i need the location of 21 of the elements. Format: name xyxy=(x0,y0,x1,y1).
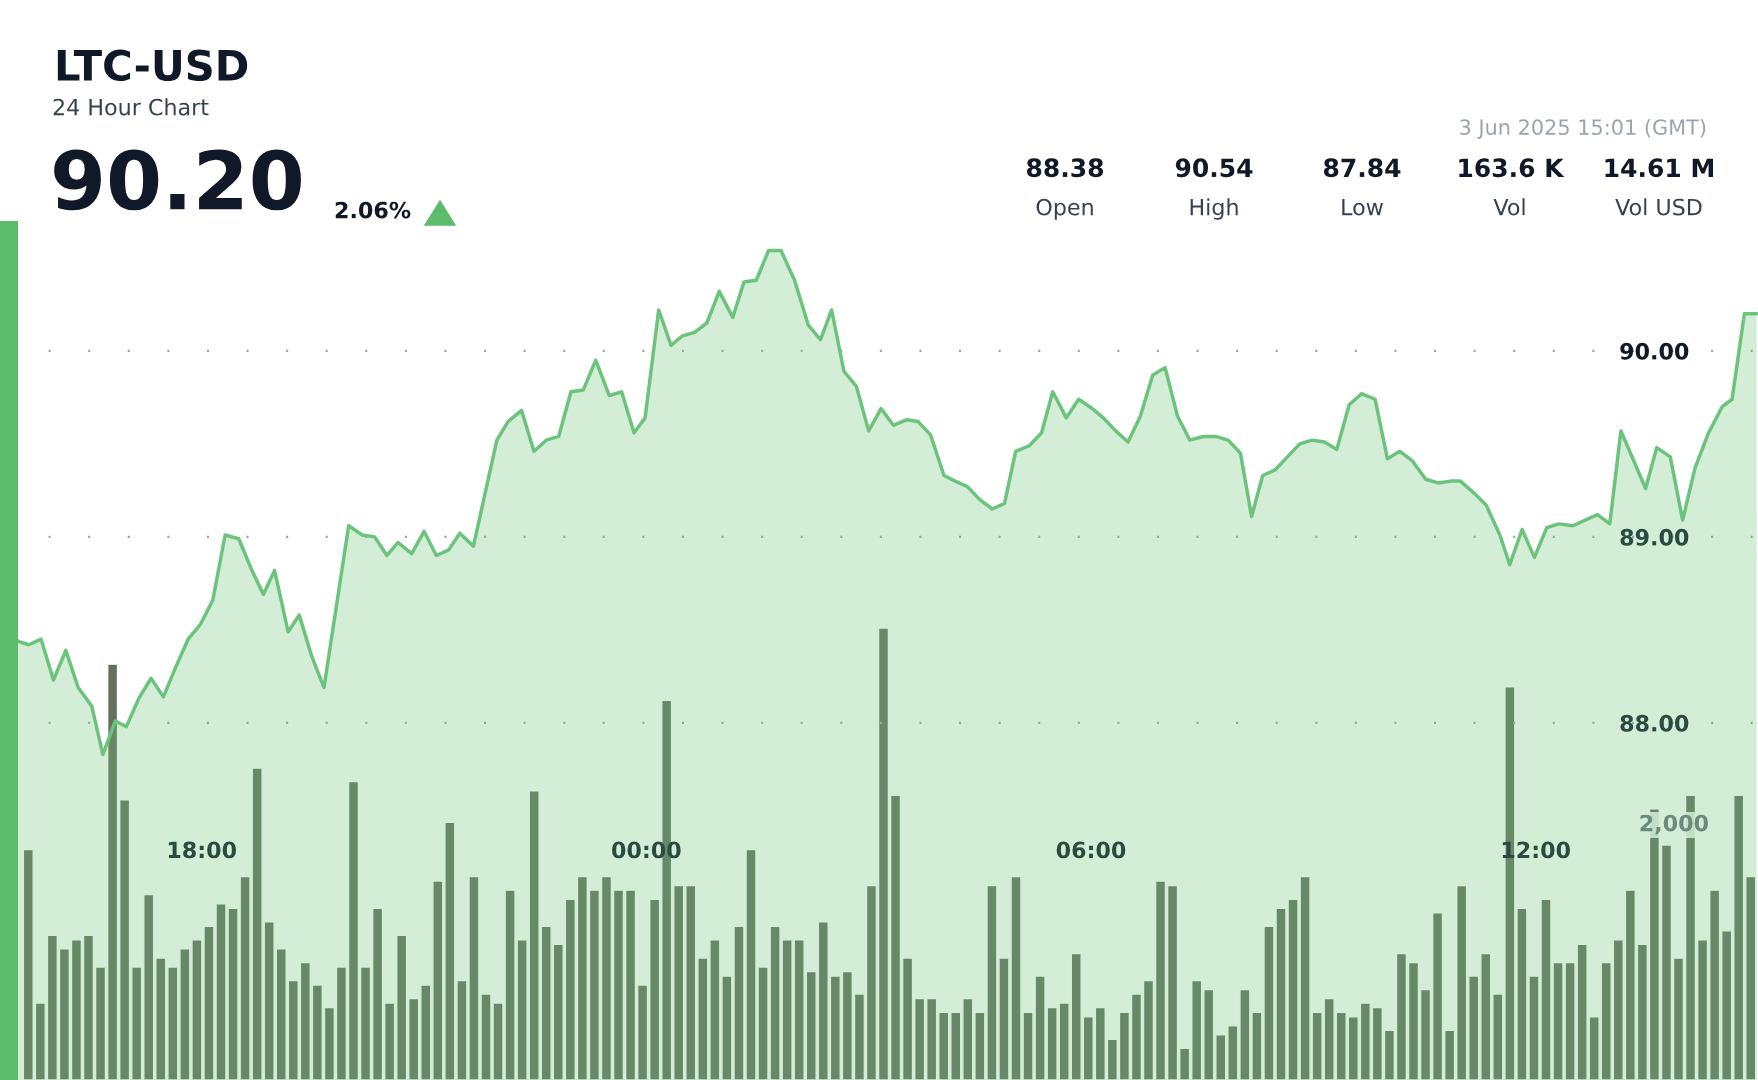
text: 3 Jun 2025 15:01 (GMT) xyxy=(1460,118,1706,139)
text: Open xyxy=(1036,198,1093,220)
y-tick-label: 90.00 xyxy=(1620,342,1689,360)
chart-subtitle: 24 Hour Chart xyxy=(53,98,209,116)
text: 2.06% xyxy=(335,201,411,219)
text: 88.38 xyxy=(1026,158,1103,178)
annotation: 2,000 xyxy=(1640,814,1708,835)
text: 90.54 xyxy=(1175,158,1253,178)
text: Vol USD xyxy=(1615,198,1702,216)
text: Vol xyxy=(1493,198,1525,216)
x-tick-label: 06:00 xyxy=(1056,841,1126,859)
text: 90.20 xyxy=(54,149,301,211)
x-tick-label: 18:00 xyxy=(168,841,236,859)
text: 163.6 K xyxy=(1459,158,1565,178)
y-tick-label: 89.00 xyxy=(1620,528,1689,546)
text: Low xyxy=(1342,198,1383,216)
y-tick-label: 88.00 xyxy=(1620,714,1689,732)
text: High xyxy=(1190,198,1238,220)
text: 87.84 xyxy=(1323,158,1401,178)
chart-title: LTC-USD xyxy=(57,49,248,82)
text: 14.61 M xyxy=(1605,158,1714,178)
